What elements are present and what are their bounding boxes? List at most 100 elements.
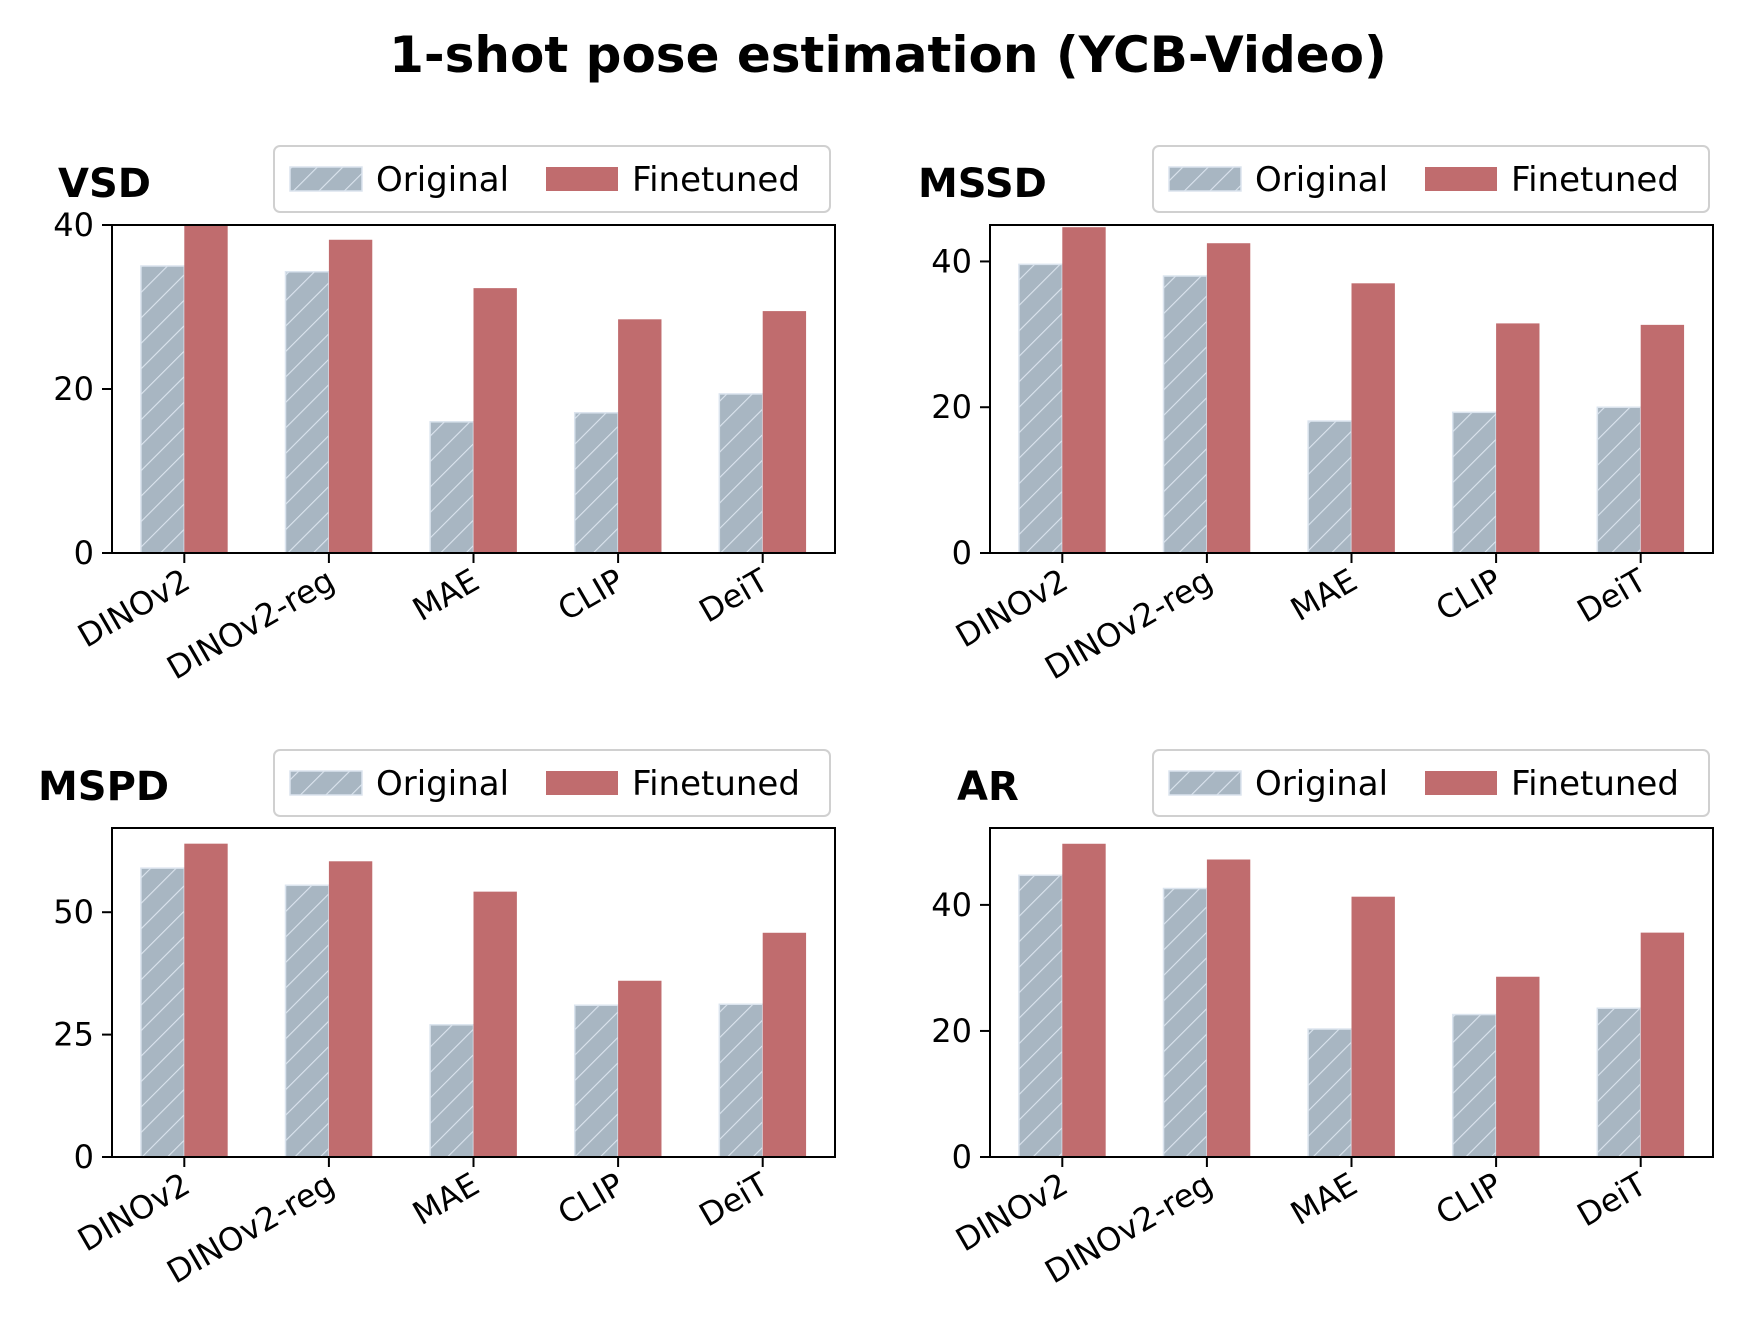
legend: Original Finetuned xyxy=(1152,145,1710,213)
bar-finetuned-dinov2 xyxy=(1062,843,1106,1157)
y-tick-label: 40 xyxy=(931,242,972,280)
x-tick-label: CLIP xyxy=(551,1165,630,1232)
bar-finetuned-dinov2 xyxy=(1062,227,1106,554)
bar-finetuned-dinov2-reg xyxy=(1206,243,1251,553)
y-tick-label: 0 xyxy=(74,534,94,572)
x-tick-label: MAE xyxy=(406,1165,485,1233)
x-tick-label: DINOv2 xyxy=(71,561,196,655)
bar-original-hatch xyxy=(1451,1013,1497,1158)
axes-frame xyxy=(989,224,1714,554)
bar-original-hatch xyxy=(1596,1007,1642,1158)
bar-original-hatch xyxy=(284,270,330,554)
bar-finetuned-dinov2 xyxy=(184,843,228,1157)
x-tick-label: DeiT xyxy=(1571,561,1653,631)
bar-finetuned-clip xyxy=(618,319,662,553)
bar-finetuned-mae xyxy=(473,288,517,553)
y-tick-label: 0 xyxy=(74,1138,94,1176)
bar-original-hatch xyxy=(1596,406,1642,554)
y-tick-label: 0 xyxy=(952,534,972,572)
bar-original-hatch xyxy=(1018,263,1064,554)
bar-finetuned-clip xyxy=(618,980,662,1157)
bar-finetuned-deit xyxy=(762,932,807,1157)
x-tick-label: CLIP xyxy=(551,561,630,628)
legend-swatch-finetuned xyxy=(1425,771,1497,795)
bar-finetuned-clip xyxy=(1496,976,1540,1157)
legend-swatch-original-hatch xyxy=(1168,166,1242,192)
bar-original-hatch xyxy=(429,421,475,554)
bar-original-hatch xyxy=(1451,411,1497,554)
legend-swatch-original-hatch xyxy=(289,166,363,192)
bar-original-hatch xyxy=(573,412,619,554)
x-tick-label: DINOv2 xyxy=(949,1165,1074,1259)
bar-original-hatch xyxy=(1307,420,1353,554)
legend-swatch-original-hatch xyxy=(1168,770,1242,796)
x-tick-label: CLIP xyxy=(1429,1165,1508,1232)
legend-swatch-original-hatch xyxy=(289,770,363,796)
panel-title: AR xyxy=(957,764,1019,810)
legend: Original Finetuned xyxy=(1152,749,1710,817)
figure-title: 1-shot pose estimation (YCB-Video) xyxy=(389,26,1387,84)
legend-label-finetuned: Finetuned xyxy=(1511,764,1679,804)
legend-swatch-finetuned xyxy=(546,771,618,795)
legend-swatch-finetuned xyxy=(1425,167,1497,191)
bar-finetuned-mae xyxy=(1351,283,1395,553)
y-tick-label: 0 xyxy=(952,1138,972,1176)
bar-finetuned-deit xyxy=(1640,324,1685,553)
legend-label-original: Original xyxy=(1255,764,1388,804)
legend-label-finetuned: Finetuned xyxy=(1511,160,1679,200)
legend-swatch-finetuned xyxy=(546,167,618,191)
bar-original-hatch xyxy=(140,265,186,554)
x-tick-label: DeiT xyxy=(693,561,775,631)
bar-original-hatch xyxy=(1162,887,1208,1158)
bar-original-hatch xyxy=(1307,1028,1353,1158)
bar-original-hatch xyxy=(573,1004,619,1158)
y-tick-label: 20 xyxy=(53,370,94,408)
bar-finetuned-deit xyxy=(1640,932,1685,1157)
legend: Original Finetuned xyxy=(273,749,831,817)
legend: Original Finetuned xyxy=(273,145,831,213)
axes-frame xyxy=(111,224,836,554)
bar-original-hatch xyxy=(429,1024,475,1158)
bar-finetuned-dinov2-reg xyxy=(1206,859,1251,1157)
legend-label-finetuned: Finetuned xyxy=(632,160,800,200)
x-tick-label: DeiT xyxy=(1571,1165,1653,1235)
bar-original-hatch xyxy=(1018,874,1064,1158)
bar-finetuned-mae xyxy=(1351,896,1395,1157)
x-tick-label: MAE xyxy=(1284,561,1363,629)
x-tick-label: DeiT xyxy=(693,1165,775,1235)
bar-original-hatch xyxy=(718,1003,764,1158)
y-tick-label: 20 xyxy=(931,1012,972,1050)
y-tick-label: 20 xyxy=(931,388,972,426)
y-tick-label: 25 xyxy=(53,1016,94,1054)
bar-original-hatch xyxy=(140,867,186,1158)
bar-original-hatch xyxy=(1162,275,1208,554)
bar-finetuned-mae xyxy=(473,891,517,1157)
panel-title: MSSD xyxy=(918,161,1047,207)
bar-original-hatch xyxy=(284,884,330,1158)
y-tick-label: 40 xyxy=(931,886,972,924)
axes-frame xyxy=(989,827,1714,1158)
y-tick-label: 40 xyxy=(53,206,94,244)
bar-finetuned-dinov2-reg xyxy=(328,239,373,553)
legend-label-original: Original xyxy=(376,764,509,804)
x-tick-label: MAE xyxy=(1284,1165,1363,1233)
bar-original-hatch xyxy=(718,393,764,554)
legend-label-finetuned: Finetuned xyxy=(632,764,800,804)
panel-title: VSD xyxy=(58,161,151,207)
bar-finetuned-dinov2-reg xyxy=(328,861,373,1157)
panel-title: MSPD xyxy=(38,764,169,810)
x-tick-label: CLIP xyxy=(1429,561,1508,628)
x-tick-label: MAE xyxy=(406,561,485,629)
legend-label-original: Original xyxy=(376,160,509,200)
y-tick-label: 50 xyxy=(53,893,94,931)
x-tick-label: DINOv2 xyxy=(949,561,1074,655)
axes-frame xyxy=(111,827,836,1158)
x-tick-label: DINOv2 xyxy=(71,1165,196,1259)
bar-finetuned-dinov2 xyxy=(184,225,228,553)
